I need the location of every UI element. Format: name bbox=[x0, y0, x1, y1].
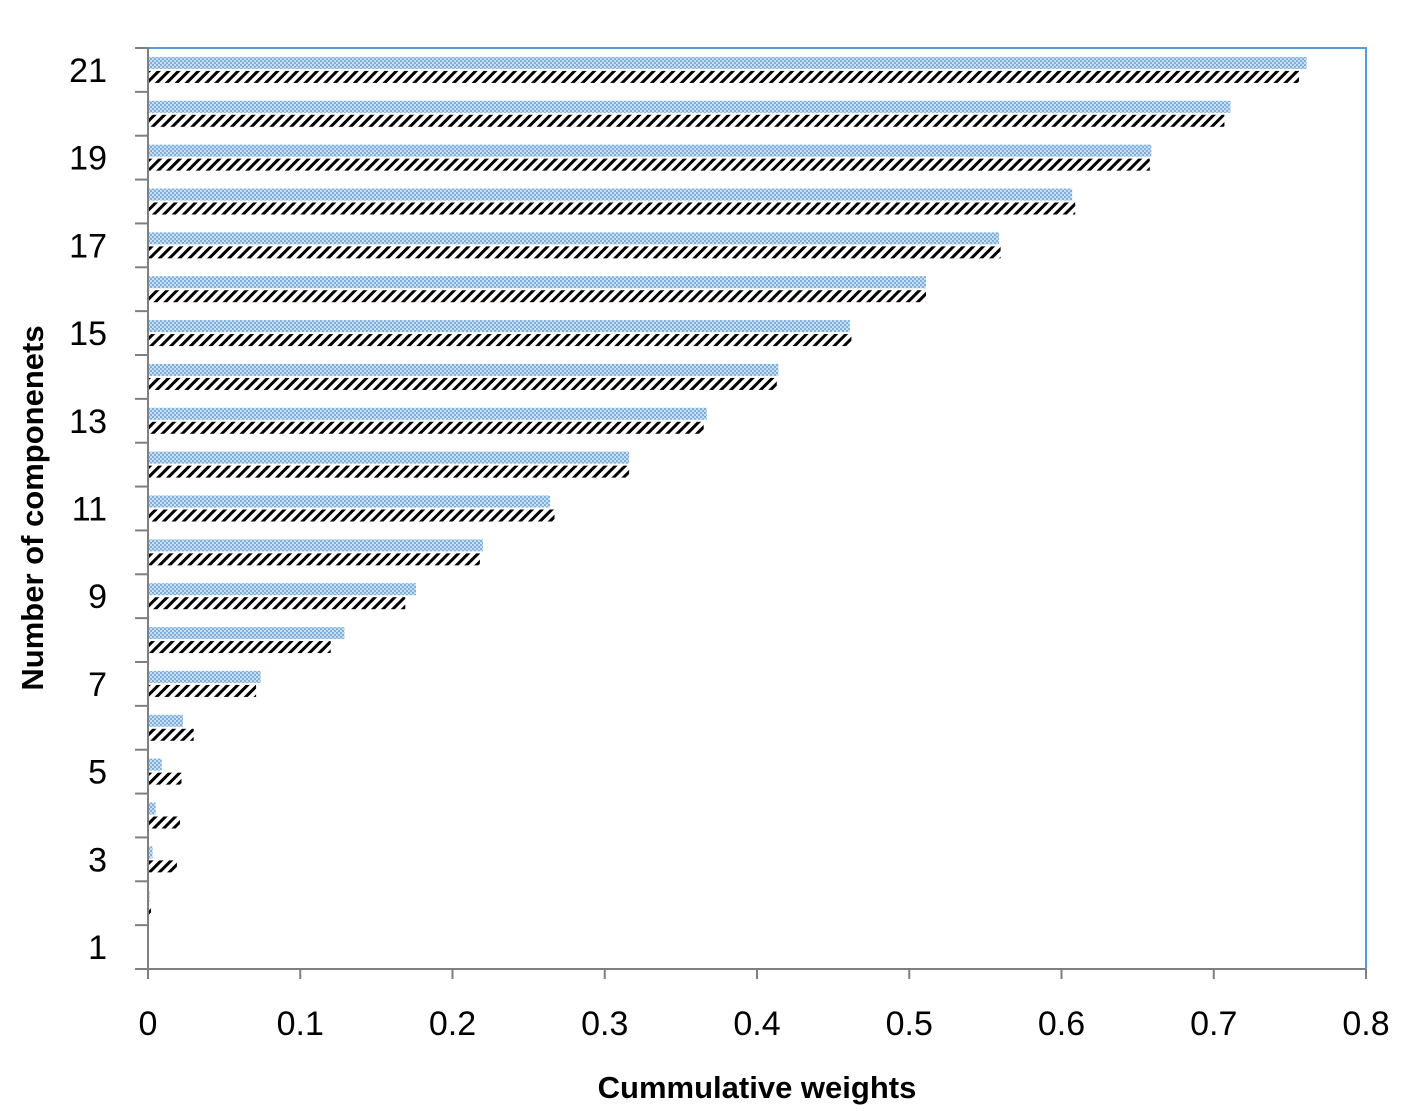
bar-series2-cat5 bbox=[148, 772, 182, 785]
bars-group bbox=[148, 56, 1307, 917]
bar-series1-cat14 bbox=[148, 363, 779, 376]
bar-series2-cat19 bbox=[148, 158, 1150, 171]
y-tick-label: 17 bbox=[69, 227, 107, 265]
bar-series1-cat8 bbox=[148, 627, 345, 640]
x-axis-title: Cummulative weights bbox=[598, 1070, 917, 1105]
bar-series1-cat13 bbox=[148, 407, 707, 420]
x-tick-label: 0.4 bbox=[733, 1005, 780, 1043]
x-tick-label: 0.3 bbox=[581, 1005, 628, 1043]
y-tick-label: 7 bbox=[88, 666, 107, 704]
axes-group bbox=[135, 47, 1367, 979]
bar-series2-cat17 bbox=[148, 246, 1001, 259]
bar-series1-cat19 bbox=[148, 144, 1152, 157]
y-tick-label: 5 bbox=[88, 754, 107, 792]
y-tick-label: 19 bbox=[69, 140, 107, 178]
bar-series2-cat13 bbox=[148, 421, 704, 434]
plot-area-border bbox=[147, 47, 1367, 970]
bar-series1-cat4 bbox=[148, 802, 156, 815]
x-tick-label: 0.1 bbox=[277, 1005, 324, 1043]
bar-series1-cat21 bbox=[148, 56, 1307, 69]
bar-series2-cat6 bbox=[148, 728, 194, 741]
bar-series1-cat17 bbox=[148, 232, 1000, 245]
bar-series2-cat8 bbox=[148, 641, 331, 654]
bar-series1-cat15 bbox=[148, 320, 850, 333]
bar-series2-cat3 bbox=[148, 860, 177, 873]
y-tick-label: 1 bbox=[88, 929, 107, 967]
x-tick-label: 0.7 bbox=[1190, 1005, 1237, 1043]
y-tick-label: 11 bbox=[72, 491, 107, 529]
bar-series2-cat11 bbox=[148, 509, 555, 522]
x-tick-label: 0.8 bbox=[1342, 1005, 1389, 1043]
bar-series2-cat14 bbox=[148, 377, 777, 390]
bar-series1-cat9 bbox=[148, 583, 416, 596]
bar-series2-cat15 bbox=[148, 334, 852, 347]
y-tick-label: 13 bbox=[69, 403, 107, 441]
bar-series1-cat10 bbox=[148, 539, 483, 552]
y-tick-label: 15 bbox=[69, 315, 107, 353]
bar-series1-cat6 bbox=[148, 714, 184, 727]
bar-series2-cat16 bbox=[148, 290, 926, 303]
bar-series1-cat7 bbox=[148, 670, 261, 683]
bar-series2-cat20 bbox=[148, 114, 1225, 127]
bar-series2-cat10 bbox=[148, 553, 480, 566]
bar-series2-cat7 bbox=[148, 684, 257, 697]
y-tick-label: 21 bbox=[69, 52, 107, 90]
bar-series1-cat16 bbox=[148, 276, 926, 289]
bar-series2-cat12 bbox=[148, 465, 630, 478]
y-axis-title: Number of componenets bbox=[15, 325, 50, 690]
bar-series2-cat2 bbox=[148, 904, 152, 917]
x-tick-label: 0.5 bbox=[886, 1005, 933, 1043]
bar-series1-cat3 bbox=[148, 846, 153, 859]
bar-series1-cat20 bbox=[148, 100, 1231, 113]
bar-series2-cat4 bbox=[148, 816, 180, 829]
x-tick-label: 0.6 bbox=[1038, 1005, 1085, 1043]
bar-series1-cat18 bbox=[148, 188, 1073, 201]
x-tick-label: 0 bbox=[139, 1005, 158, 1043]
bar-series2-cat18 bbox=[148, 202, 1076, 215]
bar-series2-cat21 bbox=[148, 70, 1300, 83]
bar-series1-cat12 bbox=[148, 451, 630, 464]
bar-series1-cat5 bbox=[148, 758, 162, 771]
bar-series1-cat11 bbox=[148, 495, 550, 508]
y-tick-label: 3 bbox=[88, 841, 107, 879]
y-tick-label: 9 bbox=[88, 578, 107, 616]
bar-series2-cat9 bbox=[148, 597, 406, 610]
x-tick-label: 0.2 bbox=[429, 1005, 476, 1043]
